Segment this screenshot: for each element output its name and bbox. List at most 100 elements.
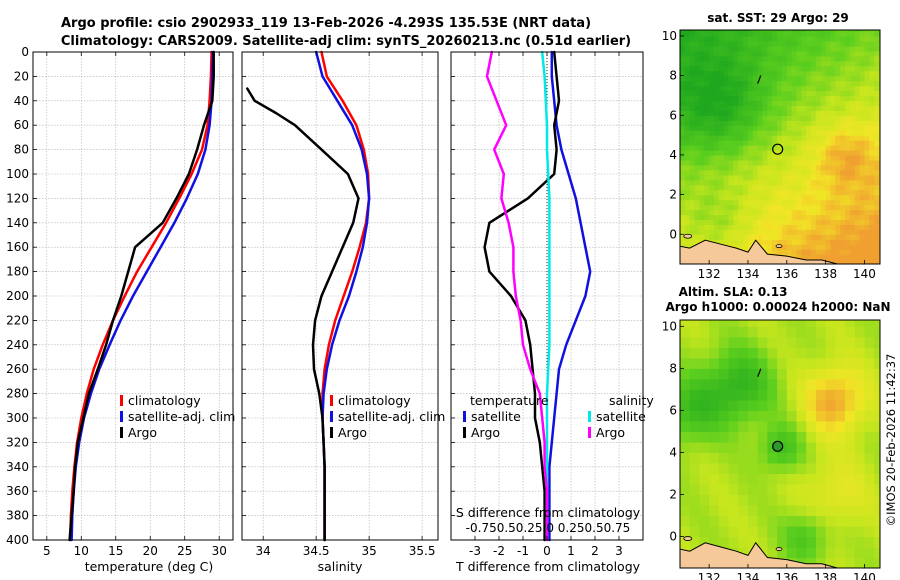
y-tick-label: 300 <box>6 411 29 425</box>
heatmap-cell <box>723 115 730 121</box>
heatmap-cell <box>748 234 754 240</box>
heatmap-cell <box>825 55 832 62</box>
heatmap-cell <box>801 45 807 52</box>
heatmap-cell <box>869 224 875 230</box>
heatmap-cell <box>680 179 686 186</box>
heatmap-cell <box>869 120 875 126</box>
heatmap-cell <box>723 194 730 201</box>
heatmap-cell <box>733 120 739 126</box>
heatmap-cell <box>757 90 764 97</box>
heatmap-cell <box>699 234 705 240</box>
heatmap-cell <box>748 80 754 87</box>
heatmap-cell <box>854 110 861 116</box>
heatmap-cell <box>874 504 880 516</box>
heatmap-cell <box>786 115 793 121</box>
heatmap-cell <box>835 259 841 264</box>
heatmap-cell <box>825 60 832 67</box>
heatmap-cell <box>767 526 778 538</box>
heatmap-cell <box>811 239 817 245</box>
heatmap-cell <box>811 115 817 121</box>
heatmap-cell <box>849 100 856 106</box>
heatmap-cell <box>781 70 788 77</box>
heatmap-cell <box>772 65 778 72</box>
heatmap-cell <box>835 35 841 42</box>
heatmap-cell <box>752 169 759 176</box>
heatmap-cell <box>786 219 793 225</box>
heatmap-cell <box>801 159 807 166</box>
heatmap-cell <box>738 184 744 191</box>
heatmap-cell <box>709 125 715 131</box>
heatmap-cell <box>694 189 701 196</box>
heatmap-cell <box>723 135 730 141</box>
heatmap-cell <box>704 75 710 82</box>
heatmap-cell <box>680 189 686 196</box>
sst-map-title: sat. SST: 29 Argo: 29 <box>707 11 849 25</box>
heatmap-cell <box>777 90 783 97</box>
heatmap-cell <box>791 105 798 111</box>
heatmap-cell <box>874 410 880 422</box>
heatmap-cell <box>709 431 720 443</box>
heatmap-cell <box>854 410 866 422</box>
heatmap-cell <box>738 189 744 196</box>
heatmap-cell <box>820 174 827 181</box>
heatmap-cell <box>791 244 798 250</box>
heatmap-cell <box>714 135 720 141</box>
heatmap-cell <box>743 105 749 111</box>
heatmap-cell <box>689 526 700 538</box>
heatmap-cell <box>859 259 866 264</box>
heatmap-cell <box>806 154 812 161</box>
heatmap-cell <box>777 95 783 101</box>
heatmap-cell <box>815 95 822 101</box>
heatmap-cell <box>801 154 807 161</box>
heatmap-cell <box>830 80 836 87</box>
heatmap-cell <box>864 135 870 141</box>
heatmap-cell <box>757 389 768 401</box>
heatmap-cell <box>709 209 715 216</box>
heatmap-cell <box>781 130 788 136</box>
heatmap-cell <box>820 40 827 47</box>
heatmap-cell <box>733 140 739 146</box>
heatmap-cell <box>699 179 705 186</box>
heatmap-cell <box>874 115 880 121</box>
heatmap-cell <box>757 357 768 369</box>
heatmap-cell <box>786 120 793 126</box>
heatmap-cell <box>709 70 715 77</box>
heatmap-cell <box>786 60 793 67</box>
heatmap-cell <box>714 125 720 131</box>
heatmap-cell <box>801 105 807 111</box>
heatmap-cell <box>796 130 802 136</box>
heatmap-cell <box>767 115 773 121</box>
heatmap-cell <box>743 30 749 32</box>
heatmap-cell <box>854 347 866 359</box>
heatmap-cell <box>835 189 841 196</box>
heatmap-cell <box>874 494 880 506</box>
heatmap-cell <box>777 229 783 235</box>
heatmap-cell <box>709 399 720 411</box>
heatmap-cell <box>738 75 744 82</box>
heatmap-cell <box>869 140 875 146</box>
heatmap-cell <box>709 494 720 506</box>
heatmap-cell <box>781 100 788 106</box>
heatmap-cell <box>714 110 720 116</box>
heatmap-cell <box>728 145 734 151</box>
heatmap-cell <box>845 214 851 220</box>
heatmap-cell <box>811 179 817 186</box>
heatmap-cell <box>680 70 686 77</box>
heatmap-cell <box>864 431 875 443</box>
heatmap-cell <box>854 35 861 42</box>
heatmap-cell <box>718 159 725 166</box>
heatmap-cell <box>874 65 880 72</box>
heatmap-cell <box>757 120 764 126</box>
heatmap-cell <box>699 378 710 390</box>
heatmap-cell <box>743 229 749 235</box>
heatmap-cell <box>806 85 812 92</box>
heatmap-cell <box>796 254 802 260</box>
heatmap-cell <box>718 31 725 37</box>
heatmap-cell <box>714 154 720 161</box>
heatmap-cell <box>806 547 817 559</box>
heatmap-cell <box>806 179 812 186</box>
heatmap-cell <box>748 60 754 67</box>
heatmap-cell <box>864 100 870 106</box>
heatmap-cell <box>738 80 744 87</box>
